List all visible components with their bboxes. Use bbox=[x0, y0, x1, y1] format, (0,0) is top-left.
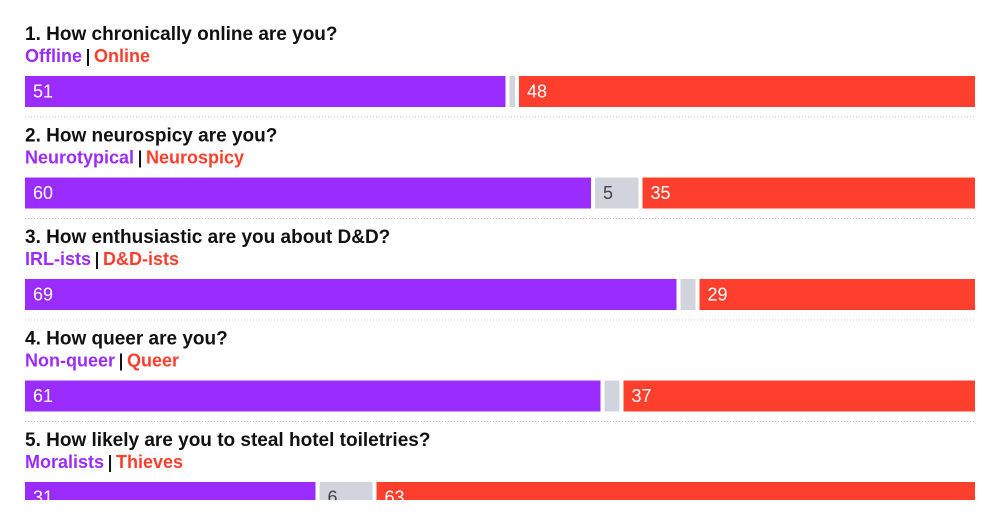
value-label: 69 bbox=[33, 284, 53, 304]
legend-entry: Thieves bbox=[116, 452, 183, 472]
question-title: 4. How queer are you? bbox=[25, 329, 228, 350]
value-label: 37 bbox=[632, 386, 652, 406]
value-label: 60 bbox=[33, 183, 53, 203]
bar-segment bbox=[376, 482, 975, 500]
legend-entry: Online bbox=[94, 46, 150, 66]
bar-segment bbox=[25, 177, 591, 209]
bar-segment bbox=[623, 380, 975, 412]
value-label: 63 bbox=[385, 487, 405, 507]
bar-segment bbox=[25, 482, 316, 500]
legend-entry: IRL-ists bbox=[25, 249, 91, 269]
value-label: 31 bbox=[33, 487, 53, 507]
value-label: 61 bbox=[33, 386, 53, 406]
value-label: 6 bbox=[328, 487, 338, 507]
legend-entry: Non-queer bbox=[25, 350, 115, 370]
value-label: 29 bbox=[708, 284, 728, 304]
legend-entry: Offline bbox=[25, 46, 82, 66]
bar-segment bbox=[519, 76, 975, 107]
bar-segment bbox=[642, 177, 975, 209]
question-title: 5. How likely are you to steal hotel toi… bbox=[25, 430, 430, 451]
bar-segment bbox=[25, 279, 677, 310]
bar-segment bbox=[680, 279, 696, 310]
bar-segment bbox=[25, 380, 601, 412]
value-label: 48 bbox=[527, 81, 547, 101]
legend-entry: Queer bbox=[127, 350, 179, 370]
bar-segment bbox=[595, 177, 639, 209]
legend-entry: Moralists bbox=[25, 452, 104, 472]
legend-entry: Neurospicy bbox=[146, 147, 244, 167]
legend-entry: D&D-ists bbox=[103, 249, 179, 269]
question-title: 1. How chronically online are you? bbox=[25, 24, 338, 45]
question-title: 2. How neurospicy are you? bbox=[25, 126, 277, 147]
bar-segment bbox=[319, 482, 373, 500]
bar-segment bbox=[699, 279, 975, 310]
bar-segment bbox=[604, 380, 620, 412]
legend-entry: Neurotypical bbox=[25, 147, 134, 167]
question-title: 3. How enthusiastic are you about D&D? bbox=[25, 227, 390, 248]
bar-segment bbox=[25, 76, 506, 107]
value-label: 51 bbox=[33, 81, 53, 101]
value-label: 5 bbox=[603, 183, 613, 203]
value-label: 35 bbox=[651, 183, 671, 203]
chart-body: 1. How chronically online are you?Offlin… bbox=[25, 24, 975, 507]
bar-segment bbox=[509, 76, 515, 107]
